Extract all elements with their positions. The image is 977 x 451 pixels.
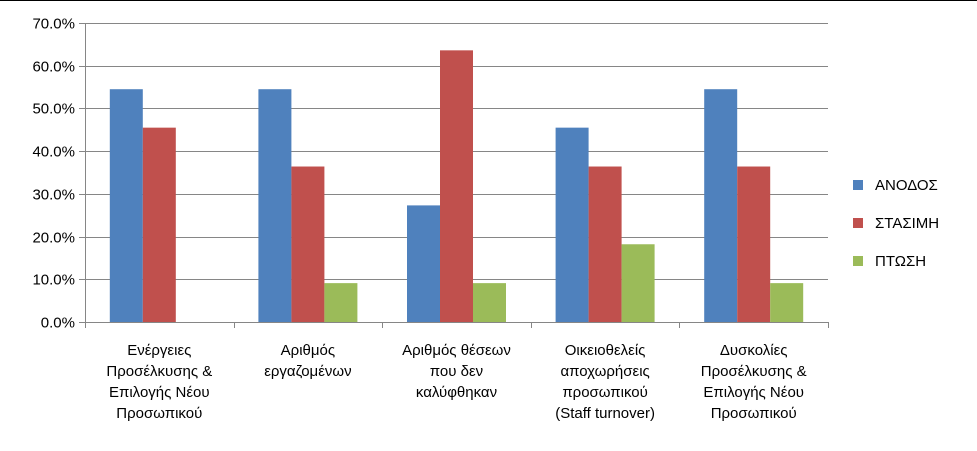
y-tick-label: 40.0% — [32, 144, 75, 161]
bar — [142, 127, 176, 323]
y-tick-label: 30.0% — [32, 187, 75, 204]
y-tick-label: 60.0% — [32, 59, 75, 76]
y-tick-label: 70.0% — [32, 16, 75, 33]
bar — [704, 89, 738, 322]
bar — [621, 244, 655, 322]
y-tick-labels: 0.0% 10.0% 20.0% 30.0% 40.0% 50.0% 60.0% 70.0% — [32, 16, 75, 332]
legend-label: ΣΤΑΣΙΜΗ — [875, 215, 939, 232]
y-tick-label: 0.0% — [41, 315, 75, 332]
bar — [440, 50, 473, 322]
bar — [109, 89, 143, 322]
legend-swatch — [853, 180, 863, 190]
bar — [770, 283, 804, 322]
bar — [258, 89, 292, 322]
legend: ΑΝΟΔΟΣ ΣΤΑΣΙΜΗ ΠΤΩΣΗ — [853, 177, 939, 270]
legend-swatch — [853, 256, 863, 266]
bar — [737, 166, 771, 322]
bar — [588, 166, 622, 322]
legend-label: ΑΝΟΔΟΣ — [875, 177, 938, 194]
y-tick-label: 50.0% — [32, 101, 75, 118]
bar — [324, 283, 358, 322]
bar — [555, 127, 589, 323]
y-tick-label: 20.0% — [32, 230, 75, 247]
legend-swatch — [853, 218, 863, 228]
bar — [291, 166, 325, 322]
y-tick-label: 10.0% — [32, 272, 75, 289]
x-category-label: Οικειοθελείς αποχωρήσεις προσωπικού (Staff … — [555, 342, 655, 422]
legend-label: ΠΤΩΣΗ — [875, 253, 926, 270]
x-category-label: Αριθμός εργαζομένων — [264, 342, 351, 380]
x-category-label: Ενέργειες Προσέλκυσης & Επιλογής Νέου Προσω… — [106, 342, 212, 422]
x-category-labels: Ενέργειες Προσέλκυσης & Επιλογής Νέου Προσω… — [106, 342, 806, 422]
bar — [473, 283, 506, 322]
bar — [407, 205, 440, 322]
axes — [79, 23, 829, 328]
x-category-label: Αριθμός θέσεων που δεν καλύφθηκαν — [402, 342, 511, 401]
bars — [109, 50, 804, 323]
x-category-label: Δυσκολίες Προσέλκυσης & Επιλογής Νέου Προσω… — [701, 342, 807, 422]
